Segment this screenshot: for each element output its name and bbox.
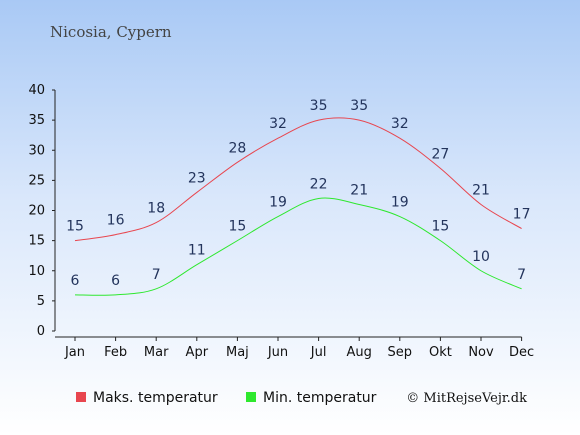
data-label-min: 6	[71, 273, 80, 289]
series-layer: 15 16 18 23 28 32 35 35 32 27 21 17 6 6 7 11 15 19 22 21 19 1…	[66, 98, 531, 296]
data-label-min: 22	[310, 176, 328, 192]
data-label-max: 35	[350, 98, 368, 114]
x-tick-label: Mar	[144, 345, 169, 360]
data-label-max: 21	[472, 182, 490, 198]
data-label-max: 35	[310, 98, 328, 114]
axes: 0 5 10 15 20 25 30 35 40 Jan Feb Mar Apr Maj Jun Jul Aug…	[28, 83, 534, 360]
data-label-max: 16	[107, 213, 125, 229]
y-tick-label: 20	[28, 204, 45, 219]
legend-swatch-max	[76, 392, 86, 402]
x-tick-label: Aug	[347, 345, 372, 360]
legend-label-max: Maks. temperatur	[93, 390, 218, 406]
data-label-min: 21	[350, 182, 368, 198]
series-line-min	[74, 197, 522, 296]
data-label-min: 15	[431, 219, 449, 235]
x-tick-label: Feb	[104, 345, 127, 360]
data-label-min: 6	[111, 273, 120, 289]
legend-label-min: Min. temperatur	[263, 390, 377, 406]
chart-title: Nicosia, Cypern	[50, 23, 172, 41]
x-tick-label: Nov	[468, 345, 494, 360]
data-label-max: 15	[66, 219, 84, 235]
legend: Maks. temperatur Min. temperatur	[76, 390, 377, 406]
data-label-min: 10	[472, 249, 490, 265]
data-label-min: 11	[188, 243, 206, 259]
data-label-max: 18	[147, 201, 165, 217]
data-label-max: 28	[228, 140, 246, 156]
x-tick-label: Maj	[226, 345, 249, 360]
x-tick-label: Jan	[64, 345, 85, 360]
legend-swatch-min	[246, 392, 256, 402]
x-tick-label: Okt	[429, 345, 452, 360]
x-tick-label: Jun	[267, 345, 288, 360]
x-tick-label: Sep	[388, 345, 413, 360]
y-tick-label: 40	[28, 83, 45, 98]
y-tick-label: 15	[28, 234, 45, 249]
y-tick-label: 0	[37, 324, 45, 339]
data-label-min: 19	[391, 195, 409, 211]
credit-text: © MitRejseVejr.dk	[406, 391, 527, 406]
series-line-max	[74, 117, 522, 242]
data-label-min: 19	[269, 195, 287, 211]
y-tick-label: 25	[28, 173, 45, 188]
x-tick-label: Jul	[310, 345, 327, 360]
x-tick-label: Apr	[186, 345, 209, 360]
data-label-max: 32	[269, 116, 287, 132]
data-label-min: 7	[517, 267, 526, 283]
data-label-max: 27	[431, 146, 449, 162]
data-label-max: 17	[513, 207, 531, 223]
data-label-min: 7	[152, 267, 161, 283]
y-tick-label: 35	[28, 113, 45, 128]
y-tick-label: 5	[37, 294, 45, 309]
data-label-min: 15	[228, 219, 246, 235]
data-label-max: 32	[391, 116, 409, 132]
y-tick-label: 10	[28, 264, 45, 279]
y-tick-label: 30	[28, 143, 45, 158]
data-label-max: 23	[188, 170, 206, 186]
x-tick-label: Dec	[509, 345, 534, 360]
